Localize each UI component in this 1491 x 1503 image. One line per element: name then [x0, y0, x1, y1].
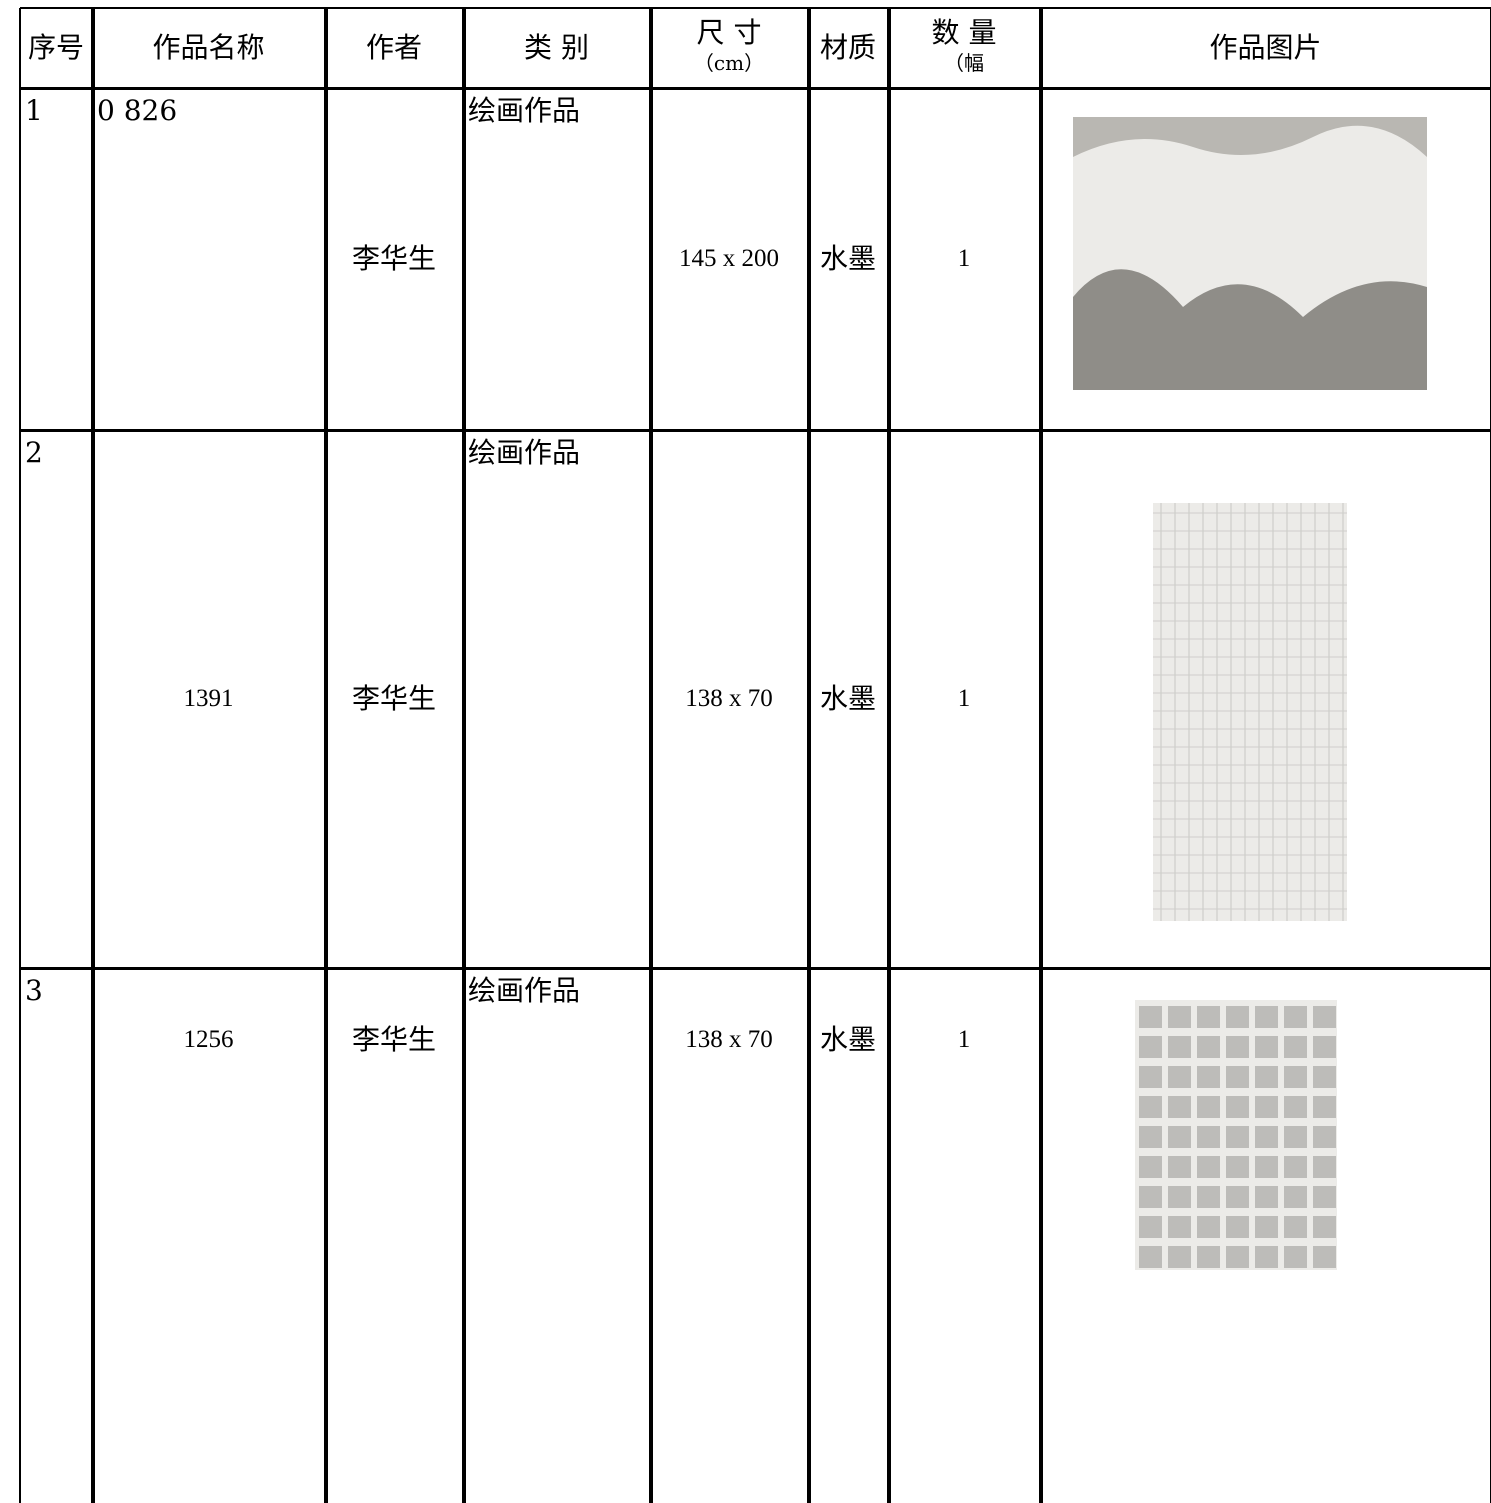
header-cell: 序号 [27, 31, 84, 64]
table-cell: 李华生 [351, 242, 436, 275]
table-cell: 145 x 200 [679, 245, 779, 272]
header-cell: 作者 [365, 31, 422, 64]
table-cell: 水墨 [819, 682, 876, 715]
table-cell: 水墨 [819, 242, 876, 275]
table-cell: 1 [25, 94, 43, 127]
column-rule [91, 8, 95, 1503]
column-rule [462, 8, 466, 1503]
column-rule [19, 8, 21, 1503]
artwork-image [1153, 503, 1347, 921]
table-cell: 138 x 70 [685, 1026, 773, 1053]
header-cell: 作品图片 [1209, 31, 1322, 64]
row-rule [20, 7, 1491, 9]
artwork-image [1073, 117, 1427, 390]
header-cell: 尺 寸 [696, 16, 762, 49]
table-cell: 0 826 [97, 94, 178, 127]
table-cell: 水墨 [819, 1023, 876, 1056]
header-cell: 数 量 [931, 16, 997, 49]
table-cell: 绘画作品 [468, 436, 581, 469]
column-rule [807, 8, 811, 1503]
header-cell: 作品名称 [152, 31, 265, 64]
column-rule [324, 8, 328, 1503]
table-cell: 1 [957, 685, 971, 712]
table-cell: 1 [957, 1026, 971, 1053]
table-cell: 李华生 [351, 682, 436, 715]
column-rule [649, 8, 653, 1503]
header-unit: （幅 [944, 51, 984, 75]
column-rule [1039, 8, 1043, 1503]
header-cell: 材质 [819, 31, 876, 64]
row-rule [20, 967, 1491, 970]
table-cell: 3 [25, 974, 43, 1007]
table-cell: 绘画作品 [468, 974, 581, 1007]
table-cell: 1 [957, 245, 971, 272]
table-cell: 绘画作品 [468, 94, 581, 127]
table-cell: 1256 [183, 1026, 234, 1053]
artwork-image [1135, 1000, 1337, 1270]
header-cell: 类 别 [524, 31, 589, 64]
table-cell: 李华生 [351, 1023, 436, 1056]
table-cell: 138 x 70 [685, 685, 773, 712]
row-rule [20, 87, 1491, 90]
table-cell: 1391 [183, 685, 234, 712]
table-cell: 2 [25, 436, 43, 469]
header-unit: （cm） [693, 51, 765, 75]
column-rule [887, 8, 891, 1503]
row-rule [20, 429, 1491, 432]
